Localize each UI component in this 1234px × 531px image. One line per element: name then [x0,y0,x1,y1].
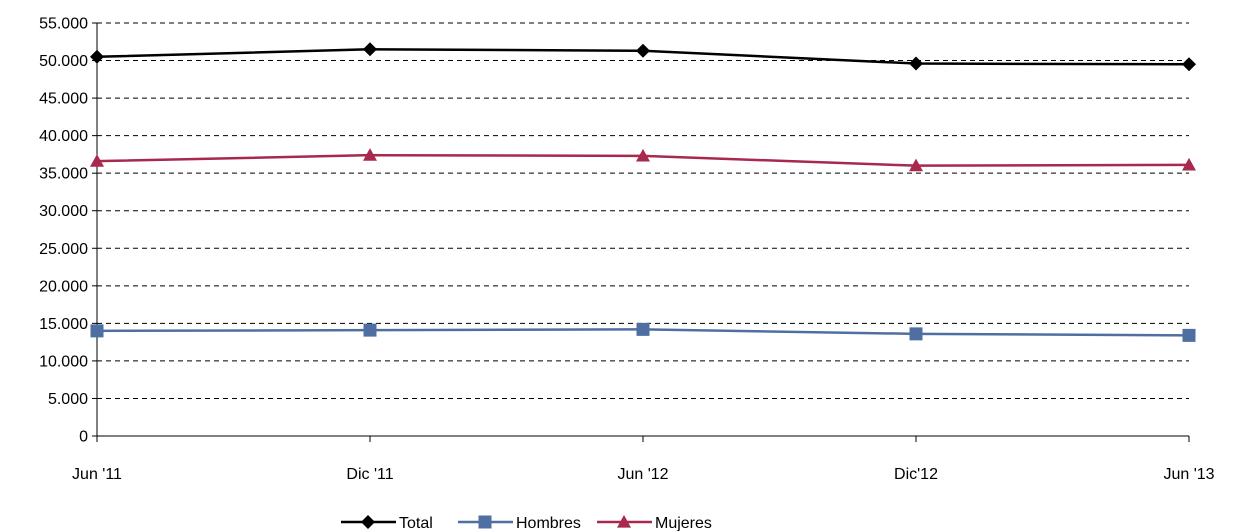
legend: Total Hombres Mujeres [341,515,712,531]
data-point-mujeres [636,148,650,162]
y-tick-label: 0 [79,429,88,446]
legend-marker-total [361,515,375,529]
legend-label-hombres: Hombres [516,515,581,531]
y-axis-ticks: 0 5.000 10.000 15.000 20.000 25.000 30.000 35.0… [39,16,97,446]
y-tick-label: 20.000 [39,278,88,295]
data-point-mujeres [1182,157,1196,171]
y-tick-label: 10.000 [39,353,88,370]
y-tick-label: 25.000 [39,241,88,258]
data-point-total [636,43,650,58]
x-tick-label: Jun '13 [1163,466,1214,483]
data-point-mujeres [909,158,923,172]
data-point-total [909,56,923,71]
y-tick-label: 40.000 [39,128,88,145]
data-point-mujeres [90,154,104,167]
y-tick-label: 55.000 [39,16,88,33]
y-tick-label: 50.000 [39,53,88,70]
legend-label-total: Total [399,515,433,531]
data-point-mujeres [363,148,377,161]
data-point-hombres [1182,328,1196,342]
x-tick-label: Jun '11 [72,466,122,483]
x-axis-ticks: Jun '11 Dic '11 Jun '12 Dic'12 Jun '13 [72,436,1215,483]
y-tick-label: 5.000 [48,391,88,408]
legend-marker-hombres [478,515,492,529]
legend-label-mujeres: Mujeres [655,515,712,531]
y-tick-label: 35.000 [39,166,88,183]
data-point-hombres [636,322,650,336]
data-point-total [1182,57,1196,72]
x-tick-label: Dic '11 [346,466,393,483]
data-point-hombres [90,324,104,338]
x-tick-label: Jun '12 [617,466,668,483]
series-layer [90,42,1196,342]
y-tick-label: 45.000 [39,91,88,108]
data-point-total [363,42,377,57]
x-tick-label: Dic'12 [894,466,938,483]
data-point-total [90,49,104,64]
legend-marker-mujeres [617,515,631,528]
data-point-hombres [909,327,923,341]
y-tick-label: 15.000 [39,316,88,333]
axes [96,23,1189,437]
data-point-hombres [363,323,377,337]
gridlines [97,22,1189,399]
y-tick-label: 30.000 [39,203,88,220]
